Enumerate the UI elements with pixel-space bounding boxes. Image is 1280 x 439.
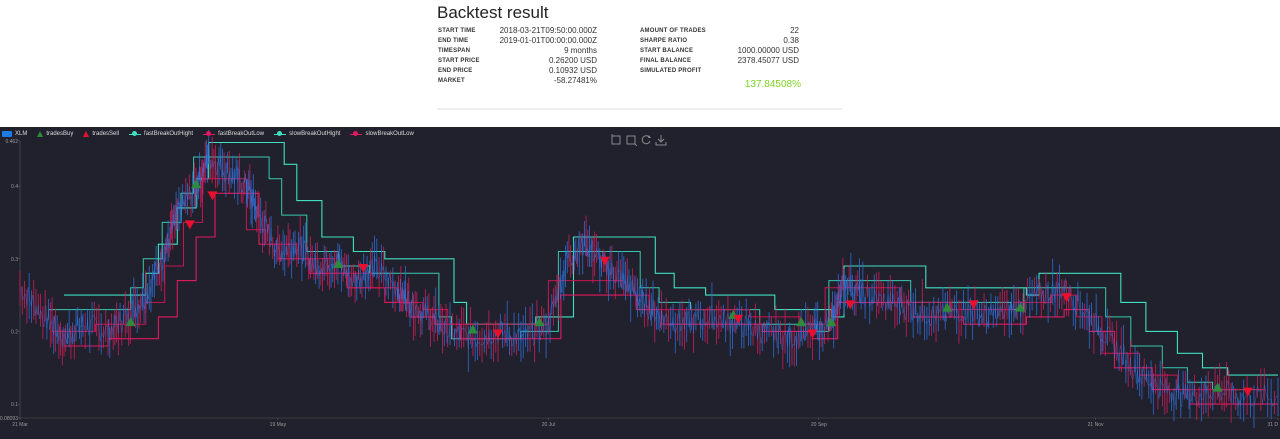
stat-value: 9 months (564, 46, 597, 55)
stat-value: 0.10932 USD (548, 66, 597, 75)
page-title: Backtest result (437, 3, 549, 22)
sell-marker (968, 300, 979, 310)
backtest-summary: Backtest result START TIME 2018-03-21T09… (0, 0, 1280, 127)
buy-marker (796, 317, 807, 327)
legend-item-trades-sell[interactable]: tradesSell (83, 131, 119, 137)
sell-marker (1061, 293, 1072, 303)
x-tick-label: 21 Nov (1088, 422, 1104, 428)
sell-marker (845, 300, 856, 310)
line-marker-icon (129, 130, 142, 138)
buy-marker (1015, 302, 1026, 312)
legend-label: slowBreakOutHight (289, 131, 341, 137)
triangle-up-icon (83, 131, 90, 137)
fast-breakout-low-line (64, 192, 1278, 405)
buy-marker (942, 302, 953, 312)
stat-label: END PRICE (438, 68, 473, 74)
trade-markers (125, 179, 1253, 397)
buy-marker (467, 324, 478, 334)
sell-marker (599, 256, 610, 266)
stat-label: AMOUNT OF TRADES (640, 28, 706, 34)
buy-marker (191, 179, 202, 189)
stat-value: 2019-01-01T00:00:00.000Z (499, 36, 597, 45)
line-marker-icon (350, 130, 363, 138)
legend-item-slow-breakout-low[interactable]: slowBreakOutLow (350, 130, 414, 138)
legend-label: slowBreakOutLow (365, 131, 414, 137)
stat-value: 1000.00000 USD (737, 46, 799, 55)
stat-value: 22 (790, 26, 799, 35)
xlm-price-line (19, 146, 1279, 410)
stat-value: -58.27481% (553, 76, 597, 85)
legend-label: XLM (15, 131, 28, 137)
buy-marker (534, 317, 545, 327)
x-tick-label: 21 Mar (12, 422, 28, 428)
sell-marker (184, 220, 195, 230)
sell-marker (733, 314, 744, 324)
x-tick-label: 31 D (1267, 422, 1278, 428)
legend-label: tradesBuy (46, 131, 74, 137)
series (19, 129, 1279, 428)
restore-icon[interactable] (640, 134, 652, 146)
legend-label: fastBreakOutHight (144, 131, 194, 137)
simulated-profit-value: 137.84508% (744, 79, 801, 90)
legend-item-slow-breakout-high[interactable]: slowBreakOutHight (274, 130, 341, 138)
legend-item-fast-breakout-high[interactable]: fastBreakOutHight (129, 130, 194, 138)
triangle-up-icon (37, 131, 44, 137)
legend-swatch (2, 131, 12, 137)
stat-value: 0.26200 USD (548, 56, 597, 65)
chart-legend: XLM tradesBuy tradesSell fastBreakOutHig… (0, 128, 414, 140)
buy-marker (826, 317, 837, 327)
legend-item-fast-breakout-low[interactable]: fastBreakOutLow (203, 130, 265, 138)
buy-marker (333, 259, 344, 269)
stat-value: 2378.45077 USD (737, 56, 799, 65)
stat-value: 2018-03-21T09:50:00.000Z (499, 26, 597, 35)
y-tick-label: 0.2 (11, 329, 18, 335)
fast-breakout-high-line (64, 141, 1278, 376)
y-tick-label: 0.4 (11, 184, 18, 190)
stat-label: MARKET (438, 78, 465, 84)
divider (437, 108, 842, 110)
stat-label: END TIME (438, 38, 469, 44)
zoom-icon[interactable] (610, 134, 622, 146)
x-tick-label: 20 Sep (811, 422, 827, 428)
y-tick-label: 0.462 (5, 139, 18, 145)
x-tick-label: 19 May (270, 422, 287, 428)
slow-breakout-low-line (51, 178, 1266, 391)
sell-marker (1242, 387, 1253, 397)
y-tick-label: 0.1 (11, 402, 18, 408)
stat-label: START BALANCE (640, 48, 694, 54)
legend-item-xlm[interactable]: XLM (2, 131, 27, 137)
chart-toolbox (610, 134, 667, 146)
stat-value: 0.38 (783, 36, 799, 45)
stat-label: FINAL BALANCE (640, 58, 692, 64)
stat-label: TIMESPAN (438, 48, 471, 54)
stat-label: START PRICE (438, 58, 480, 64)
stat-label: SHARPE RATIO (640, 38, 688, 44)
legend-label: tradesSell (92, 131, 120, 137)
buy-marker (125, 317, 136, 327)
y-tick-label: 0.08093 (0, 416, 18, 422)
line-marker-icon (274, 130, 287, 138)
legend-label: fastBreakOutLow (218, 131, 265, 137)
sell-marker (493, 329, 504, 339)
buy-marker (1212, 382, 1223, 392)
y-tick-label: 0.3 (11, 257, 18, 263)
line-marker-icon (203, 130, 216, 138)
sell-marker (807, 329, 818, 339)
stat-label: SIMULATED PROFIT (640, 68, 702, 74)
stat-label: START TIME (438, 28, 476, 34)
sell-marker (207, 191, 218, 201)
x-tick-label: 20 Jul (542, 422, 555, 428)
legend-item-trades-buy[interactable]: tradesBuy (37, 131, 73, 137)
zoom-reset-icon[interactable] (625, 134, 637, 146)
download-icon[interactable] (655, 134, 667, 146)
sell-marker (358, 264, 369, 274)
